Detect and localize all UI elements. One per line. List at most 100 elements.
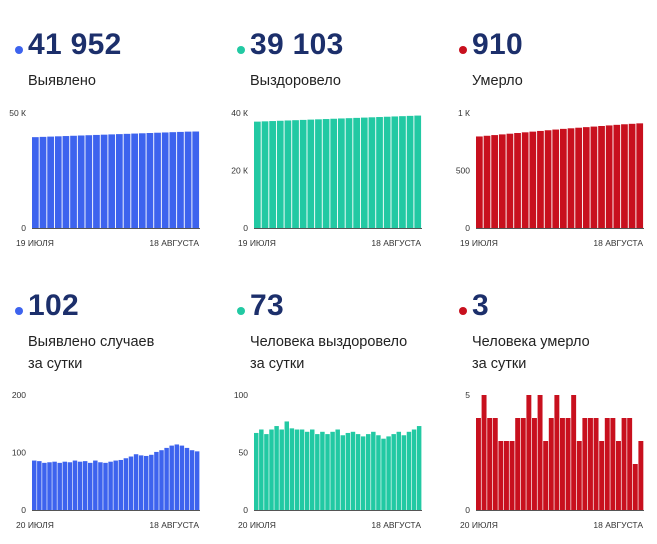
chart-deaths: 1 К 500 0 19 ИЮЛЯ 18 АВГУСТА xyxy=(456,108,644,248)
bar xyxy=(299,429,305,510)
label-line: Человека умерло xyxy=(472,334,590,350)
bar xyxy=(476,418,481,510)
daily-label: Выявлено случаев за сутки xyxy=(28,331,154,375)
bar xyxy=(57,462,62,510)
bar xyxy=(613,124,621,228)
bar xyxy=(144,455,149,510)
bar xyxy=(498,134,506,228)
bar xyxy=(532,418,537,510)
bar xyxy=(52,461,57,510)
bar xyxy=(320,431,325,510)
bar xyxy=(154,132,161,228)
bar xyxy=(638,441,644,510)
bar xyxy=(350,431,356,510)
label-line: Выявлено xyxy=(28,73,96,89)
bar xyxy=(259,429,264,510)
bar xyxy=(169,445,174,510)
label-line: за сутки xyxy=(250,356,305,372)
bar xyxy=(543,441,549,510)
bar xyxy=(113,460,118,510)
bar xyxy=(47,136,54,228)
bar xyxy=(133,454,139,510)
bar xyxy=(77,135,85,228)
y-tick-label: 0 xyxy=(21,505,26,515)
label-line: Выздоровело xyxy=(250,73,341,89)
bar xyxy=(632,464,638,510)
label-line: Умерло xyxy=(472,73,523,89)
bar xyxy=(189,450,195,510)
bar xyxy=(32,460,37,510)
bar xyxy=(37,461,42,511)
bar xyxy=(610,418,616,510)
bar xyxy=(366,434,371,510)
bar xyxy=(299,119,307,228)
bar xyxy=(554,395,560,510)
bar xyxy=(376,435,381,510)
bar xyxy=(560,418,565,510)
bar xyxy=(269,121,276,228)
bar xyxy=(39,136,47,228)
bar xyxy=(520,418,526,510)
bar xyxy=(411,429,417,510)
bar xyxy=(616,441,621,510)
bar xyxy=(340,435,346,510)
y-tick-label: 0 xyxy=(243,505,248,515)
bar xyxy=(315,119,322,228)
bar xyxy=(177,131,184,228)
bar xyxy=(98,462,103,510)
bar xyxy=(476,136,483,228)
bar xyxy=(85,135,93,228)
bar xyxy=(108,134,116,228)
label-line: Человека выздоровело xyxy=(250,334,408,350)
bar xyxy=(575,127,582,228)
bar xyxy=(100,134,108,228)
y-tick-label: 0 xyxy=(243,223,248,233)
legend-dot xyxy=(237,46,245,54)
x-tick-label: 20 ИЮЛЯ xyxy=(16,520,54,530)
y-tick-label: 50 К xyxy=(9,108,26,118)
bar xyxy=(307,119,315,228)
bar xyxy=(269,429,274,510)
bar xyxy=(70,135,77,228)
bar xyxy=(537,395,543,510)
bar xyxy=(82,461,88,511)
x-tick-label: 18 АВГУСТА xyxy=(593,238,643,248)
bar xyxy=(279,429,284,510)
daily-value: 102 xyxy=(28,289,79,322)
label-line: за сутки xyxy=(28,356,83,372)
bar xyxy=(335,429,340,510)
bar xyxy=(506,133,514,228)
bar xyxy=(414,115,422,228)
x-tick-label: 20 ИЮЛЯ xyxy=(460,520,498,530)
bar xyxy=(47,462,52,510)
bar xyxy=(381,438,386,510)
bar xyxy=(355,434,361,510)
x-tick-label: 18 АВГУСТА xyxy=(371,238,421,248)
bar xyxy=(537,130,544,228)
x-tick-label: 19 ИЮЛЯ xyxy=(460,238,498,248)
bar xyxy=(399,116,406,228)
bar xyxy=(548,418,554,510)
bar xyxy=(487,418,493,510)
label-line: Выявлено случаев xyxy=(28,334,155,350)
bar xyxy=(194,451,200,510)
bar xyxy=(62,136,70,228)
bar xyxy=(77,461,83,510)
bar xyxy=(108,461,113,510)
bar xyxy=(492,418,498,510)
bar xyxy=(123,133,131,228)
bar xyxy=(526,395,532,510)
legend-dot xyxy=(459,46,467,54)
bar xyxy=(289,428,295,510)
bar xyxy=(123,458,129,510)
daily-label: Человека умерло за сутки xyxy=(472,331,590,375)
bar xyxy=(498,441,504,510)
bar xyxy=(154,451,159,510)
total-label: Умерло xyxy=(472,70,523,92)
bar xyxy=(169,132,177,228)
bar xyxy=(481,395,487,510)
y-tick-label: 100 xyxy=(12,448,26,458)
bar xyxy=(330,118,338,228)
bar xyxy=(264,434,269,510)
bar xyxy=(32,137,39,228)
